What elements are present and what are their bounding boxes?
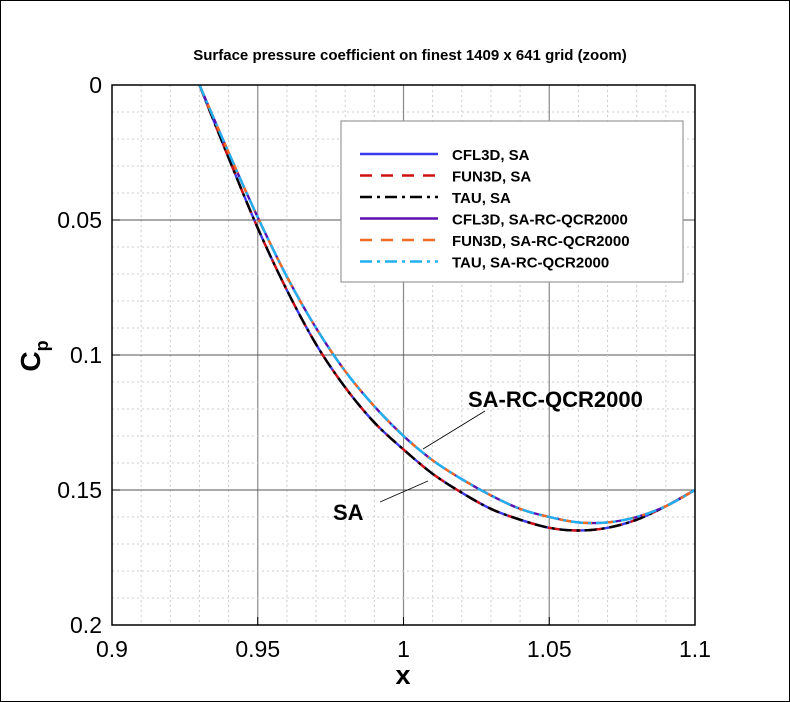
x-tick-label: 1 xyxy=(397,636,410,662)
y-axis-label: Cp xyxy=(15,340,52,371)
x-tick-label: 1.05 xyxy=(527,636,572,662)
y-tick-label: 0.15 xyxy=(57,477,102,503)
y-axis-label-sub: p xyxy=(32,340,52,351)
legend: CFL3D, SA FUN3D, SA TAU, SA CFL3D, SA-RC-QC… xyxy=(340,120,684,283)
y-tick-label: 0 xyxy=(89,72,102,98)
chart-title: Surface pressure coefficient on finest 1… xyxy=(193,47,626,64)
y-tick-label: 0.1 xyxy=(70,342,102,368)
y-tick-label: 0.2 xyxy=(70,612,102,638)
x-tick-label: 1.1 xyxy=(679,636,711,662)
series-line-1 xyxy=(198,84,696,532)
annotation-leader-qcr xyxy=(422,410,486,450)
annotation-leader-sa xyxy=(379,480,429,503)
legend-label: CFL3D, SA xyxy=(452,147,530,164)
annotation-sa: SA xyxy=(333,500,364,525)
y-axis-label-main: C xyxy=(15,351,46,371)
y-tick-label: 0.05 xyxy=(57,207,102,233)
x-tick-label: 0.9 xyxy=(96,636,128,662)
series-line-4 xyxy=(198,84,696,525)
legend-box xyxy=(340,120,684,283)
legend-label: FUN3D, SA-RC-QCR2000 xyxy=(452,233,630,250)
legend-label: CFL3D, SA-RC-QCR2000 xyxy=(452,212,628,229)
svg-text:Cp: Cp xyxy=(15,340,52,371)
x-axis-label: x xyxy=(395,660,410,690)
legend-label: TAU, SA xyxy=(452,190,511,207)
legend-label: FUN3D, SA xyxy=(452,169,531,186)
x-tick-label: 0.95 xyxy=(235,636,280,662)
legend-label: TAU, SA-RC-QCR2000 xyxy=(452,255,609,272)
series-line-5 xyxy=(198,84,696,525)
annotation-qcr: SA-RC-QCR2000 xyxy=(468,387,643,412)
